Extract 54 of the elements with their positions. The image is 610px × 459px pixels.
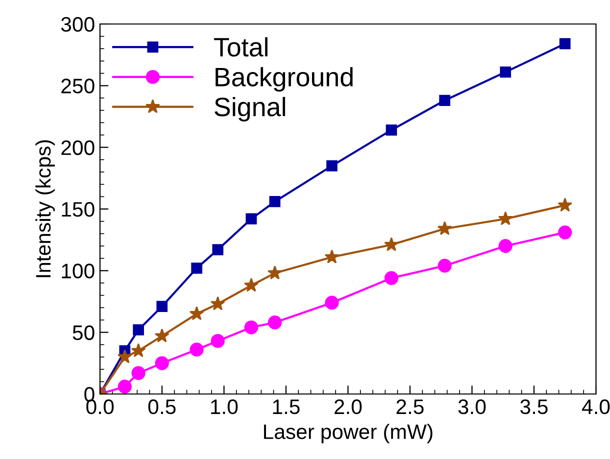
legend-label: Total xyxy=(214,37,268,57)
point xyxy=(498,211,513,226)
legend-label: Signal xyxy=(214,96,286,122)
point xyxy=(155,356,169,370)
point xyxy=(324,249,340,264)
x-tick-label: 0.5 xyxy=(148,399,176,414)
legend-label: Background xyxy=(216,67,353,92)
point xyxy=(189,306,204,320)
x-tick-label: 3.0 xyxy=(458,399,486,414)
point xyxy=(118,349,132,364)
x-tick-label: 1.0 xyxy=(211,399,238,414)
x-tick-label: 4.0 xyxy=(582,399,610,414)
y-axis-title: Intensity (kcps) xyxy=(35,140,55,278)
point xyxy=(212,244,224,256)
point xyxy=(190,342,204,357)
point xyxy=(210,334,225,348)
point xyxy=(559,38,571,50)
point xyxy=(558,198,572,212)
point xyxy=(384,237,399,252)
y-tick-label: 50 xyxy=(72,325,94,340)
point xyxy=(244,320,258,334)
point xyxy=(500,66,512,78)
x-tick-label: 2.5 xyxy=(396,399,424,414)
x-axis-title: Laser power (mW) xyxy=(264,424,432,444)
x-tick-label: 3.5 xyxy=(520,399,548,414)
point xyxy=(439,94,450,106)
point xyxy=(268,265,282,280)
point xyxy=(437,221,452,236)
y-tick-label: 150 xyxy=(62,202,94,217)
y-tick-label: 250 xyxy=(61,78,94,94)
point xyxy=(324,296,339,310)
point xyxy=(131,343,146,358)
point xyxy=(438,258,452,273)
point xyxy=(269,196,280,208)
point xyxy=(246,213,257,224)
point xyxy=(558,225,572,240)
y-tick-label: 200 xyxy=(61,140,94,156)
point xyxy=(191,262,202,274)
point xyxy=(118,380,132,394)
point xyxy=(326,160,338,172)
point xyxy=(384,271,398,286)
point xyxy=(268,316,282,330)
x-tick-label: 2.0 xyxy=(334,399,362,414)
y-tick-label: 300 xyxy=(61,17,94,32)
x-tick-label: 1.5 xyxy=(273,400,300,414)
y-tick-label: 100 xyxy=(62,264,94,278)
point xyxy=(156,300,168,312)
point xyxy=(498,239,512,253)
point xyxy=(132,324,144,336)
point xyxy=(131,366,146,380)
point xyxy=(210,296,226,310)
point xyxy=(154,328,170,342)
point xyxy=(386,124,397,136)
point xyxy=(244,278,259,292)
